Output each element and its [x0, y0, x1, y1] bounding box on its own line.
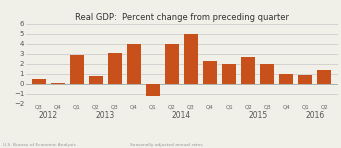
Text: 2014: 2014 — [172, 111, 191, 120]
Bar — [146, 84, 160, 96]
Bar — [127, 44, 141, 84]
Text: 2013: 2013 — [96, 111, 115, 120]
Bar — [260, 64, 274, 84]
Bar — [279, 74, 293, 84]
Bar — [222, 64, 236, 84]
Bar — [89, 76, 103, 84]
Bar — [184, 34, 198, 84]
Bar — [317, 70, 331, 84]
Text: 2012: 2012 — [39, 111, 58, 120]
Bar — [241, 57, 255, 84]
Bar — [165, 44, 179, 84]
Bar — [70, 55, 84, 84]
Text: 2016: 2016 — [305, 111, 324, 120]
Bar — [51, 83, 65, 84]
Title: Real GDP:  Percent change from preceding quarter: Real GDP: Percent change from preceding … — [75, 13, 288, 21]
Text: 2015: 2015 — [248, 111, 267, 120]
Bar — [32, 79, 46, 84]
Bar — [298, 75, 312, 84]
Text: Seasonally adjusted annual rates: Seasonally adjusted annual rates — [130, 143, 202, 147]
Bar — [108, 53, 122, 84]
Bar — [203, 61, 217, 84]
Text: U.S. Bureau of Economic Analysis: U.S. Bureau of Economic Analysis — [3, 143, 76, 147]
